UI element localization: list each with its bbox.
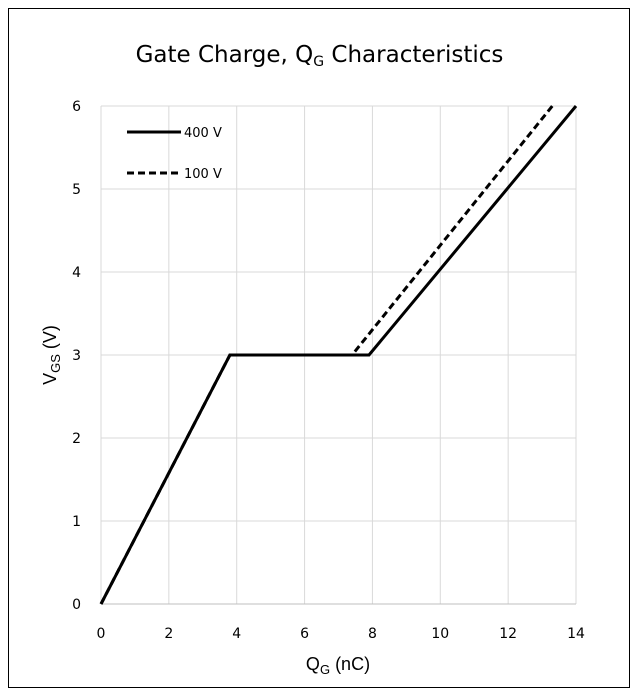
x-tick-label: 10 bbox=[431, 626, 449, 642]
legend: 400 V 100 V bbox=[127, 126, 222, 182]
y-tick-label: 1 bbox=[72, 514, 81, 530]
y-tick-labels: 0 1 2 3 4 5 6 bbox=[72, 99, 81, 613]
x-axis-label: QG (nC) bbox=[306, 654, 370, 677]
x-tick-label: 6 bbox=[300, 626, 309, 642]
x-tick-label: 12 bbox=[499, 626, 517, 642]
series-line-400v bbox=[99, 105, 578, 605]
legend-label: 400 V bbox=[184, 126, 222, 141]
y-tick-label: 5 bbox=[72, 182, 81, 198]
y-tick-label: 3 bbox=[72, 348, 81, 364]
y-axis-label: VGS (V) bbox=[40, 325, 63, 385]
y-tick-label: 6 bbox=[72, 99, 81, 115]
chart-frame bbox=[8, 8, 630, 688]
x-tick-label: 8 bbox=[368, 626, 377, 642]
series-lines bbox=[99, 105, 578, 605]
x-tick-label: 0 bbox=[97, 626, 106, 642]
y-tick-label: 2 bbox=[72, 431, 81, 447]
chart-title: Gate Charge, QG Characteristics bbox=[135, 42, 504, 70]
y-tick-label: 0 bbox=[72, 597, 81, 613]
x-tick-label: 14 bbox=[567, 626, 585, 642]
x-tick-label: 2 bbox=[164, 626, 173, 642]
x-tick-label: 4 bbox=[232, 626, 241, 642]
legend-label: 100 V bbox=[184, 167, 222, 182]
x-tick-labels: 0 2 4 6 8 10 12 14 bbox=[97, 626, 585, 642]
grid-lines bbox=[100, 105, 577, 605]
y-tick-label: 4 bbox=[72, 265, 81, 281]
